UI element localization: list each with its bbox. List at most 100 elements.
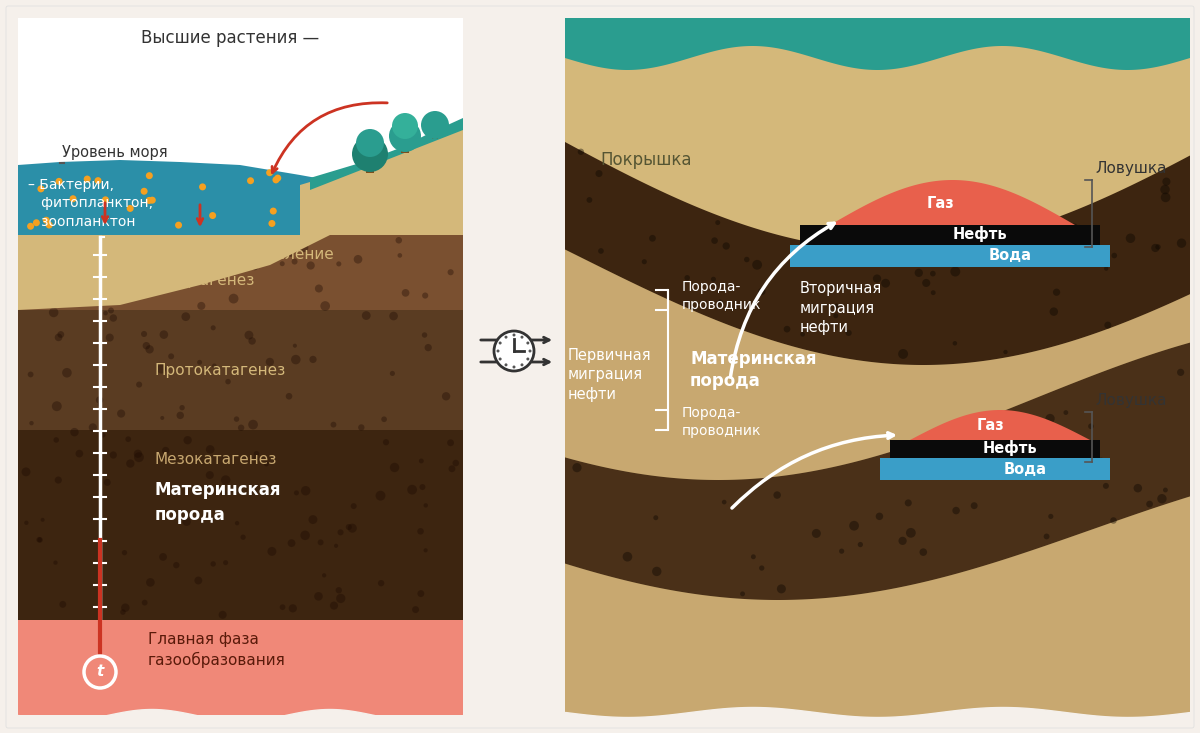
Circle shape — [751, 554, 756, 559]
Circle shape — [774, 491, 781, 499]
Circle shape — [1025, 417, 1032, 424]
Circle shape — [62, 247, 68, 253]
Circle shape — [314, 592, 323, 600]
Circle shape — [126, 460, 134, 468]
Polygon shape — [300, 120, 463, 235]
Polygon shape — [880, 458, 1110, 480]
Circle shape — [101, 432, 106, 438]
Circle shape — [752, 260, 762, 270]
Circle shape — [253, 451, 259, 457]
Circle shape — [157, 364, 166, 374]
Circle shape — [1160, 193, 1170, 202]
Circle shape — [294, 490, 299, 496]
Circle shape — [53, 561, 58, 565]
Circle shape — [1088, 424, 1093, 429]
Circle shape — [1157, 494, 1166, 504]
Circle shape — [245, 331, 253, 339]
Circle shape — [122, 550, 127, 556]
Circle shape — [210, 561, 216, 567]
Circle shape — [175, 221, 182, 229]
Circle shape — [1045, 414, 1055, 423]
Circle shape — [168, 353, 174, 359]
Circle shape — [422, 332, 427, 338]
Circle shape — [396, 237, 402, 243]
Circle shape — [1051, 249, 1056, 255]
Circle shape — [348, 523, 356, 533]
Circle shape — [392, 113, 418, 139]
Circle shape — [448, 439, 454, 446]
Circle shape — [1163, 177, 1170, 185]
Circle shape — [28, 372, 34, 377]
Circle shape — [120, 609, 126, 615]
Text: Высшие растения —: Высшие растения — — [140, 29, 319, 47]
Circle shape — [812, 529, 821, 538]
Circle shape — [37, 537, 43, 542]
Circle shape — [930, 270, 936, 276]
Circle shape — [712, 237, 718, 244]
Circle shape — [390, 463, 400, 472]
Bar — [18, 235, 463, 310]
Circle shape — [29, 421, 34, 425]
Circle shape — [24, 520, 29, 525]
Circle shape — [292, 259, 298, 265]
Circle shape — [289, 604, 296, 613]
Text: Нефть: Нефть — [953, 226, 1007, 242]
Text: Материнская
порода: Материнская порода — [690, 350, 816, 390]
Circle shape — [292, 355, 300, 364]
Circle shape — [240, 534, 246, 540]
Circle shape — [121, 603, 130, 612]
Circle shape — [308, 515, 318, 524]
Circle shape — [182, 517, 191, 526]
Circle shape — [275, 174, 281, 182]
Circle shape — [931, 290, 936, 295]
Circle shape — [889, 257, 899, 267]
Circle shape — [133, 449, 142, 458]
Polygon shape — [565, 496, 1190, 720]
Text: Газ: Газ — [976, 418, 1004, 432]
Circle shape — [899, 537, 907, 545]
Circle shape — [527, 358, 529, 361]
Circle shape — [162, 447, 169, 454]
Circle shape — [1177, 238, 1187, 248]
Bar — [18, 310, 463, 430]
Circle shape — [1070, 224, 1078, 230]
Circle shape — [504, 336, 508, 339]
Circle shape — [744, 257, 750, 262]
Circle shape — [1044, 534, 1050, 539]
Polygon shape — [790, 245, 1110, 267]
Circle shape — [527, 342, 529, 345]
Circle shape — [181, 312, 190, 321]
Circle shape — [1009, 447, 1013, 452]
Circle shape — [422, 213, 430, 221]
Circle shape — [452, 460, 460, 466]
Circle shape — [248, 420, 258, 430]
Circle shape — [587, 197, 593, 203]
Circle shape — [221, 475, 230, 485]
Bar — [18, 430, 463, 620]
Circle shape — [1050, 307, 1058, 316]
Circle shape — [272, 177, 280, 183]
Polygon shape — [310, 118, 463, 190]
Circle shape — [173, 562, 180, 568]
Circle shape — [43, 281, 53, 290]
Bar — [565, 18, 1190, 720]
Circle shape — [806, 259, 812, 265]
Circle shape — [85, 274, 94, 284]
Circle shape — [209, 212, 216, 219]
Circle shape — [499, 342, 502, 345]
Circle shape — [314, 284, 323, 292]
Circle shape — [126, 279, 132, 286]
Circle shape — [971, 502, 978, 509]
Polygon shape — [910, 410, 1090, 440]
Circle shape — [424, 211, 431, 218]
Circle shape — [412, 606, 419, 613]
Text: Вторичная
миграция
нефти: Вторичная миграция нефти — [800, 281, 882, 335]
Circle shape — [448, 269, 454, 276]
Circle shape — [337, 529, 343, 535]
Circle shape — [238, 424, 245, 431]
Circle shape — [521, 336, 523, 339]
Text: – Бактерии,
   фитопланктон,
   зоопланктон: – Бактерии, фитопланктон, зоопланктон — [28, 178, 154, 229]
Circle shape — [55, 334, 62, 341]
Text: Газ: Газ — [926, 196, 954, 212]
Circle shape — [898, 349, 908, 359]
